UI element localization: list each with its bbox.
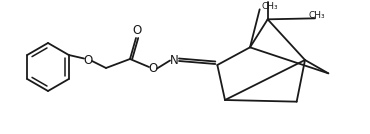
Text: CH₃: CH₃ — [261, 2, 278, 11]
Text: O: O — [148, 62, 158, 75]
Text: O: O — [83, 53, 92, 66]
Text: CH₃: CH₃ — [309, 11, 325, 20]
Text: N: N — [169, 55, 178, 68]
Text: O: O — [132, 25, 142, 38]
